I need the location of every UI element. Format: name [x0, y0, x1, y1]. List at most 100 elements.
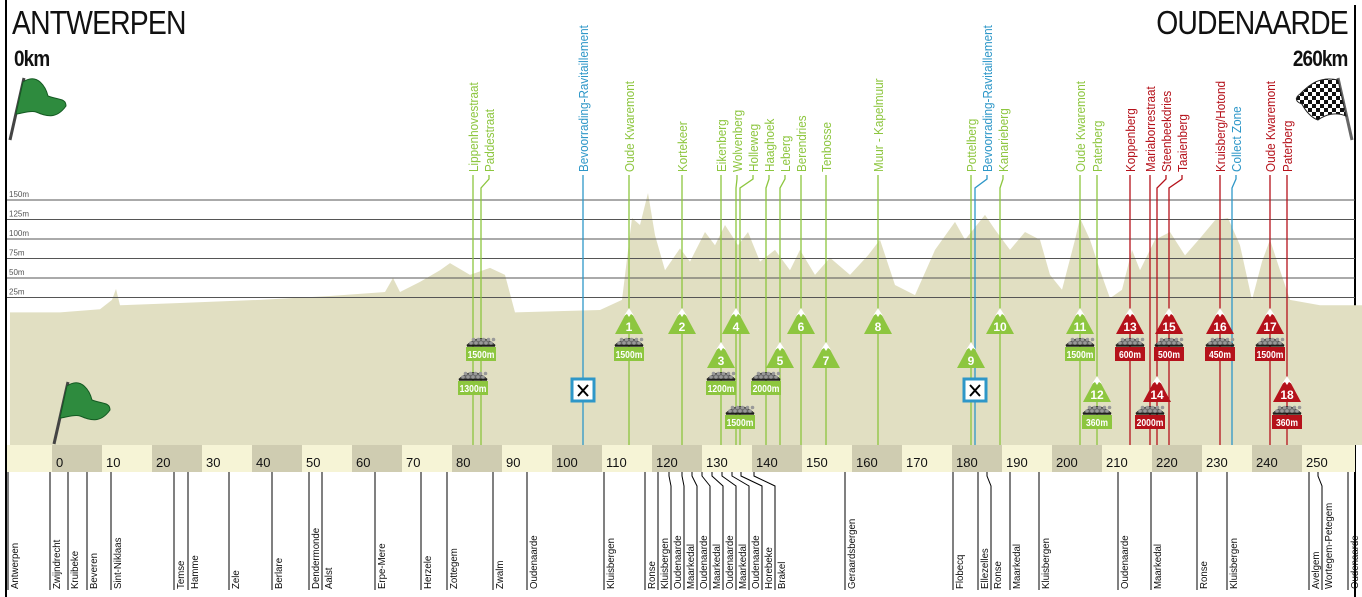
town-label: Zele: [231, 570, 242, 589]
cobble-marker: 2000m: [1135, 405, 1165, 429]
cobble-marker: 1500m: [1065, 337, 1095, 361]
cobblestone: [1169, 337, 1174, 342]
cobblestone: [1292, 405, 1297, 410]
town-label: Zwijndrecht: [52, 539, 63, 589]
climb-marker: 10: [986, 308, 1014, 334]
cobblestone: [1210, 337, 1215, 342]
cobblestone: [1282, 405, 1287, 410]
cobblestone: [1208, 341, 1212, 345]
cobblestone: [624, 337, 629, 342]
km-band: [1302, 445, 1355, 472]
y-tick-label: 125m: [9, 210, 29, 219]
town-label: Oudenaarde: [699, 535, 710, 589]
cobblestone: [1107, 405, 1112, 410]
town-label: Ellezelles: [980, 548, 991, 589]
snow-cap-icon: [1092, 376, 1102, 385]
snow-cap-icon: [1152, 376, 1162, 385]
cobblestone: [1085, 409, 1089, 413]
snow-cap-icon: [796, 308, 806, 317]
cobblestone: [471, 375, 475, 379]
cobblestone: [1215, 337, 1220, 342]
cobblestone: [1080, 337, 1085, 342]
town-label: Oudenaarde: [751, 535, 762, 589]
town-label: Geraardsbergen: [847, 519, 858, 589]
climb-number: 8: [875, 320, 882, 334]
climb-label: Muur - Kapelmuur: [871, 78, 886, 172]
town-label: Oudenaarde: [673, 535, 684, 589]
climb-marker: 3: [707, 342, 735, 368]
cobblestone: [1297, 405, 1302, 410]
x-tick-label: 160: [856, 455, 878, 470]
x-tick-label: 110: [606, 455, 627, 470]
kilometer-zero-flag-icon: [52, 381, 111, 445]
finish-city: OUDENAARDE: [1156, 4, 1349, 41]
snow-cap-icon: [873, 308, 883, 317]
climb-marker: 7: [812, 342, 840, 368]
cobblestone: [1295, 409, 1299, 413]
cobblestone: [1140, 405, 1145, 410]
km-band: [52, 445, 102, 472]
climb-label: Collect Zone: [1229, 106, 1244, 172]
cobble-length-box: [466, 347, 496, 361]
cobblestone: [1092, 405, 1097, 410]
x-tick-label: 80: [456, 455, 470, 470]
cobble-length: 360m: [1276, 417, 1298, 429]
km-band: [452, 445, 502, 472]
town-label: Antwerpen: [10, 543, 21, 589]
cobblestone: [1102, 405, 1107, 410]
cobblestone: [471, 337, 476, 342]
cobblestone: [1280, 409, 1284, 413]
cobblestone: [478, 371, 483, 376]
climb-number: 10: [993, 320, 1007, 334]
cobblestone: [1179, 337, 1184, 342]
cobblestone: [759, 375, 763, 379]
cobblestone: [771, 371, 776, 376]
cobblestone: [709, 375, 713, 379]
cobble-length-box: [1272, 415, 1302, 429]
y-tick-label: 100m: [9, 229, 29, 238]
km-band: [852, 445, 902, 472]
climb-number: 2: [679, 320, 686, 334]
cobblestone: [637, 341, 641, 345]
cobblestone: [1172, 341, 1176, 345]
cobblestone: [776, 371, 781, 376]
climb-marker: 16: [1206, 308, 1234, 334]
climb-label: Oude Kwaremont: [622, 80, 637, 172]
cobblestone: [731, 371, 736, 376]
mountain-icon: [1206, 308, 1234, 334]
town-label: Sint-Niklaas: [113, 538, 124, 589]
cobble-length-box: [614, 347, 644, 361]
x-tick-label: 150: [806, 455, 828, 470]
climb-number: 14: [1150, 388, 1164, 402]
y-tick-label: 25m: [9, 288, 25, 297]
cobblestone: [479, 341, 483, 345]
cobble-marker: 1500m: [466, 337, 496, 361]
cobblestone: [484, 341, 488, 345]
climb-label: Berendries: [794, 115, 809, 172]
cobble-length: 1500m: [468, 349, 495, 361]
mountain-icon: [812, 342, 840, 368]
cobble-length-box: [1115, 347, 1145, 361]
x-tick-label: 230: [1206, 455, 1228, 470]
mountain-icon: [707, 342, 735, 368]
town-label: Maarkedal: [738, 544, 749, 589]
climb-line: [779, 175, 786, 445]
cobblestone: [1157, 341, 1161, 345]
mountain-icon: [1066, 308, 1094, 334]
climb-marker: 18: [1273, 376, 1301, 402]
cobblestone: [766, 371, 771, 376]
km-band: [402, 445, 452, 472]
cobblestone: [1223, 341, 1227, 345]
cobble-marker: 1200m: [706, 371, 736, 395]
cobblestone: [1118, 341, 1122, 345]
km-band: [152, 445, 202, 472]
km-band: [602, 445, 652, 472]
climb-label: Holleweg: [746, 124, 761, 172]
snow-cap-icon: [677, 308, 687, 317]
cobble-marker: 2000m: [751, 371, 781, 395]
km-band: [202, 445, 252, 472]
cobblestone: [729, 375, 733, 379]
x-tick-label: 200: [1056, 455, 1078, 470]
km-band: [1102, 445, 1152, 472]
mountain-icon: [864, 308, 892, 334]
